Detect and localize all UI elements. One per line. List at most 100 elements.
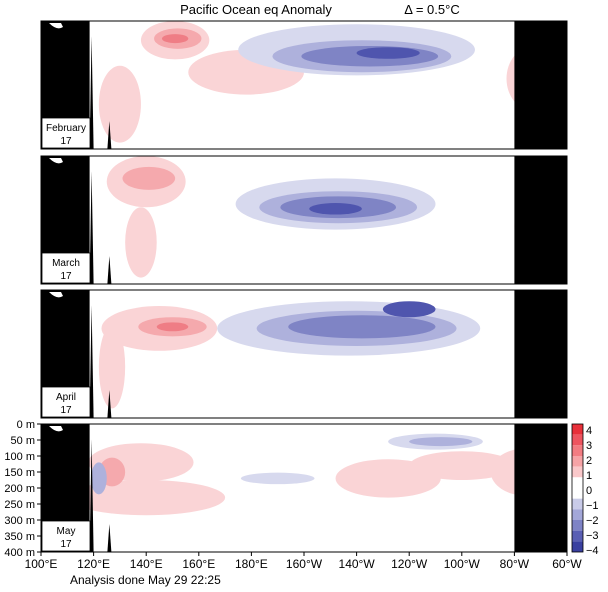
y-tick-label: 350 m [4,531,35,543]
land-island [89,305,94,418]
colorbar-swatch [572,488,583,499]
x-tick-label: 60°W [552,557,582,571]
colorbar-label: −1 [586,500,599,512]
y-tick-label: 150 m [4,467,35,479]
x-tick-label: 140°E [130,557,163,571]
x-tick-label: 100°W [444,557,481,571]
x-tick-label: 120°W [391,557,428,571]
panel-year: 17 [60,271,72,282]
panel-february: February 17 [40,20,568,150]
colorbar-label: −3 [586,530,599,542]
analysis-footer: Analysis done May 29 22:25 [70,573,221,587]
colorbar-label: 4 [586,425,592,437]
panel-label: May 17 [41,520,91,552]
land-gap [49,23,63,29]
y-tick-label: 50 m [11,435,35,447]
land-gap [49,426,63,432]
x-tick-label: 160°E [182,557,215,571]
colorbar-swatch [572,520,583,531]
colorbar-swatch [572,424,583,435]
y-tick-label: 400 m [4,547,35,559]
colorbar-label: 1 [586,470,592,482]
land-gap [49,292,63,298]
colorbar-swatch [572,541,583,552]
panel-frame [40,20,568,150]
land-western [41,424,90,552]
panel-label-box [41,520,91,552]
panel-year: 17 [60,539,72,550]
panel-label-box [41,252,91,284]
anomaly-pos1 [67,480,226,516]
land-western [41,290,90,418]
land-island [107,524,112,552]
colorbar-label: −2 [586,515,599,527]
anomaly-neg4 [382,301,436,318]
x-tick-label: 160°W [286,557,323,571]
land-western [41,156,90,284]
anomaly-pos2 [122,166,176,190]
x-tick-label: 120°E [77,557,110,571]
chart-title: Pacific Ocean eq Anomaly [180,2,332,17]
panel-label: April 17 [41,386,91,418]
x-tick-label: 80°W [500,557,530,571]
panel-month: February [46,123,86,134]
colorbar-swatch [572,456,583,467]
land-island [89,439,94,552]
colorbar-frame [571,423,584,553]
colorbar-swatch [572,434,583,446]
anomaly-pos1 [409,451,515,480]
anomaly-neg2 [409,437,473,447]
anomaly-pos1 [98,325,126,409]
y-tick-label: 100 m [4,451,35,463]
anomaly-field [41,21,567,149]
anomaly-neg4 [309,203,362,215]
land-eastern [514,290,567,418]
land-gap [49,158,63,164]
anomaly-pos1 [125,207,157,278]
colorbar-swatch [572,445,583,456]
colorbar-label: 2 [586,455,592,467]
land-eastern [514,424,567,552]
colorbar-label: 0 [586,485,592,497]
colorbar-label: 3 [586,440,592,452]
anomaly-neg3 [288,315,436,339]
land-eastern [514,156,567,284]
anomaly-pos1 [98,65,141,143]
y-tick-label: 200 m [4,483,35,495]
panel-frame [40,289,568,419]
anomaly-field [41,156,567,284]
anomaly-pos3 [156,322,189,332]
anomaly-neg4 [356,47,420,59]
land-island [89,171,94,284]
colorbar-swatch [572,509,583,520]
colorbar-swatch [572,498,583,510]
y-tick-label: 250 m [4,499,35,511]
x-tick-label: 140°W [339,557,376,571]
anomaly-field [41,290,567,418]
y-tick-label: 0 m [17,419,35,431]
anomaly-pos3 [161,34,189,44]
colorbar-swatch [572,530,583,542]
panel-month: May [57,526,76,537]
land-island [107,256,112,284]
panel-april: April 17 [40,289,568,419]
x-tick-label: 180°E [235,557,268,571]
land-eastern [514,21,567,149]
contour-interval: Δ = 0.5°C [404,2,459,17]
x-axis: 100°E 120°E 140°E 160°E 180°E 160°W 140°W 120°W… [25,552,582,571]
y-tick-label: 300 m [4,515,35,527]
panel-label: February 17 [41,117,91,149]
land-island [107,390,112,418]
panel-label-box [41,117,91,149]
panel-label-box [41,386,91,418]
y-axis: 0 m 50 m 100 m 150 m 200 m 250 m 300 m 350 m 400… [4,419,41,559]
colorbar-swatch [572,477,583,488]
land-western [41,21,90,149]
panel-march: March 17 [40,155,568,285]
anomaly-neg2 [90,462,107,495]
colorbar-swatch [572,466,583,478]
panel-may: May 17 [40,423,568,553]
panel-year: 17 [60,136,72,147]
colorbar-label: −4 [586,545,599,557]
land-island [89,36,94,149]
